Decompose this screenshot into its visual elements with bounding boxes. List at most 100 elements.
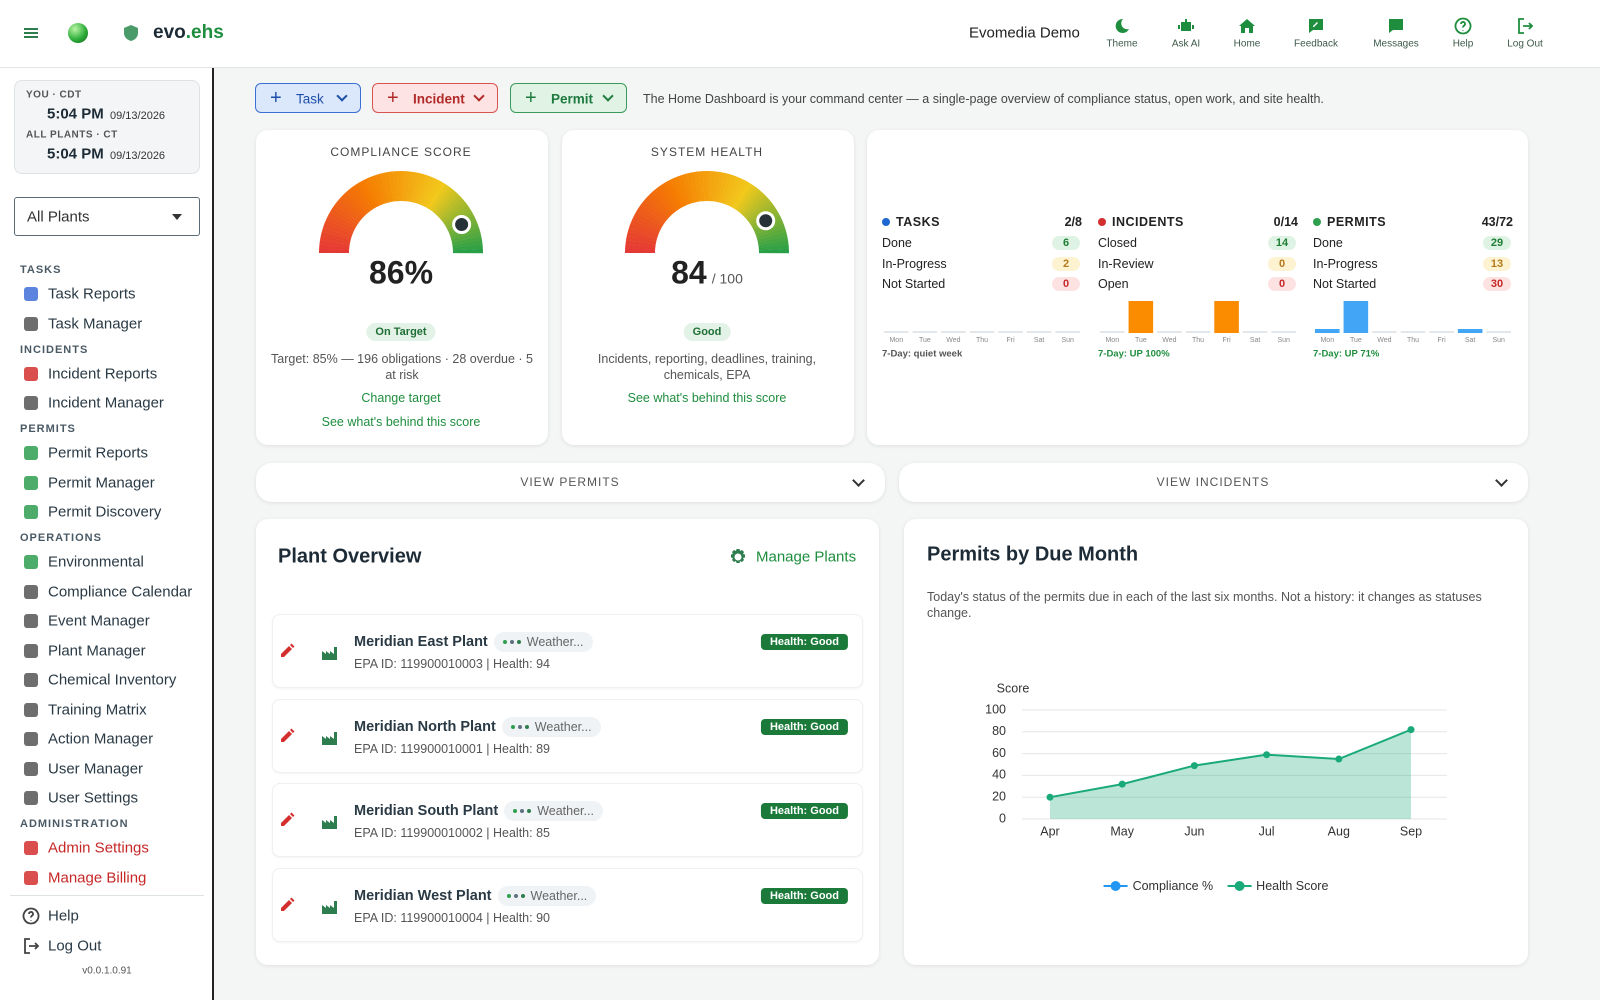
- sidebar-link[interactable]: Chemical Inventory: [48, 671, 177, 689]
- sidebar-link[interactable]: User Manager: [48, 760, 144, 777]
- activity-bar: [1343, 301, 1369, 333]
- gauge-segment: [334, 201, 361, 223]
- sidebar-link[interactable]: Permit Manager: [48, 474, 155, 491]
- legend-item[interactable]: Compliance %: [1103, 879, 1214, 893]
- gauge-segment: [422, 178, 439, 207]
- sidebar-icon: [24, 614, 38, 628]
- gauge-segment: [346, 189, 369, 215]
- nav-item[interactable]: Log Out: [1507, 38, 1543, 50]
- plant-icon: [322, 731, 337, 745]
- plant-details: EPA ID: 119900010002 | Health: 85: [354, 826, 550, 840]
- gauge-segment: [758, 240, 789, 248]
- health-badge: Health: Good: [760, 803, 848, 819]
- sidebar-footer-link[interactable]: Help: [48, 907, 79, 925]
- card-link[interactable]: See what's behind this score: [627, 391, 787, 405]
- plant-filter[interactable]: All Plants: [14, 197, 200, 236]
- x-tick-label: Sep: [1400, 824, 1422, 838]
- sidebar-footer-icon: [22, 907, 40, 925]
- gauge-segment: [324, 219, 354, 235]
- activity-bar: [1185, 331, 1211, 333]
- sidebar-link[interactable]: Permit Reports: [48, 444, 149, 462]
- gauge-segment: [360, 179, 378, 208]
- plus-icon: +: [270, 87, 282, 109]
- sidebar-link[interactable]: Incident Reports: [48, 365, 158, 382]
- sidebar-footer-link[interactable]: Log Out: [48, 937, 102, 954]
- nav-item[interactable]: Theme: [1106, 38, 1138, 50]
- create-button[interactable]: + Permit: [510, 83, 627, 113]
- nav-item[interactable]: Home: [1233, 38, 1261, 50]
- weather-dot: [517, 724, 522, 729]
- group-name: INCIDENTS: [1112, 215, 1184, 229]
- card-link[interactable]: Change target: [361, 391, 441, 405]
- sidebar-link[interactable]: Task Reports: [48, 285, 136, 303]
- sidebar-footer-icon: [24, 937, 40, 954]
- legend-item[interactable]: Health Score: [1227, 879, 1328, 893]
- group-dot: [1098, 218, 1106, 226]
- create-button[interactable]: + Task: [255, 83, 361, 113]
- gauge-segment: [743, 195, 769, 219]
- manage-plants-link[interactable]: Manage Plants: [756, 548, 857, 566]
- gauge-segment: [363, 178, 380, 207]
- create-button[interactable]: + Incident: [372, 83, 498, 113]
- sidebar-link[interactable]: Plant Manager: [48, 642, 146, 659]
- sidebar-link[interactable]: Incident Manager: [48, 394, 164, 412]
- gauge-segment: [392, 171, 399, 202]
- day-label: Sat: [1034, 337, 1045, 344]
- sidebar-link[interactable]: Environmental: [48, 553, 144, 571]
- status-label: Done: [1313, 236, 1343, 250]
- count-badge: 0: [1268, 256, 1296, 271]
- x-tick-label: Apr: [1040, 824, 1059, 838]
- group-dot: [882, 218, 890, 226]
- gauge-segment: [452, 240, 483, 248]
- expander[interactable]: VIEW PERMITS: [256, 463, 885, 502]
- plant-heading: Meridian West Plant Weather...: [354, 885, 597, 906]
- sidebar-link[interactable]: Event Manager: [48, 612, 150, 630]
- nav-item[interactable]: Messages: [1373, 38, 1419, 50]
- sidebar-icon: [24, 555, 38, 569]
- sidebar-section: INCIDENTS: [20, 343, 89, 356]
- sidebar-icon: [24, 673, 38, 687]
- card-link[interactable]: See what's behind this score: [321, 415, 481, 429]
- weather-dot: [502, 640, 507, 644]
- sidebar-link[interactable]: Training Matrix: [48, 701, 147, 718]
- sidebar-link[interactable]: Action Manager: [48, 730, 154, 748]
- clock-date: 09/13/2026: [110, 110, 166, 122]
- section-title: Plant Overview: [278, 545, 422, 568]
- day-label: Sun: [1061, 337, 1074, 344]
- status-orb: [68, 23, 88, 43]
- sidebar-icon: [24, 702, 38, 717]
- nav-item[interactable]: Ask AI: [1171, 38, 1201, 50]
- nav-item[interactable]: Help: [1452, 38, 1474, 50]
- sidebar-link[interactable]: User Settings: [48, 789, 139, 807]
- plant-icon: [322, 900, 337, 914]
- gauge-segment: [452, 244, 483, 251]
- gauge-segment: [689, 171, 699, 203]
- legend-label: Compliance %: [1132, 879, 1214, 893]
- weather-dot: [513, 809, 518, 813]
- sidebar-link[interactable]: Permit Discovery: [48, 503, 162, 521]
- nav-icon: [1518, 18, 1534, 34]
- sidebar-link[interactable]: Manage Billing: [48, 869, 147, 886]
- sidebar-link[interactable]: Task Manager: [48, 315, 143, 332]
- gauge-segment: [424, 179, 443, 209]
- group-ratio: 0/14: [1273, 215, 1298, 229]
- nav-item[interactable]: Feedback: [1294, 38, 1338, 50]
- nav-icon: [1178, 19, 1194, 31]
- weather-pill: Weather...: [497, 885, 597, 906]
- gauge-segment: [409, 172, 419, 203]
- create-button-label: Permit: [551, 91, 594, 107]
- expander[interactable]: VIEW INCIDENTS: [899, 463, 1528, 502]
- weather-dot: [513, 893, 518, 898]
- sidebar-link[interactable]: Admin Settings: [48, 839, 149, 857]
- point: [1190, 762, 1198, 770]
- sidebar-icon: [24, 366, 38, 381]
- plant-row: [272, 783, 863, 857]
- gauge-segment: [669, 178, 686, 207]
- gauge-segment: [429, 184, 450, 212]
- sidebar-link[interactable]: Compliance Calendar: [48, 583, 193, 600]
- gauge-segment: [707, 171, 712, 202]
- nav-icon: [1309, 19, 1323, 33]
- group-name: PERMITS: [1327, 215, 1387, 229]
- plant-icon-shape: [322, 647, 337, 660]
- sidebar-icon: [24, 791, 38, 805]
